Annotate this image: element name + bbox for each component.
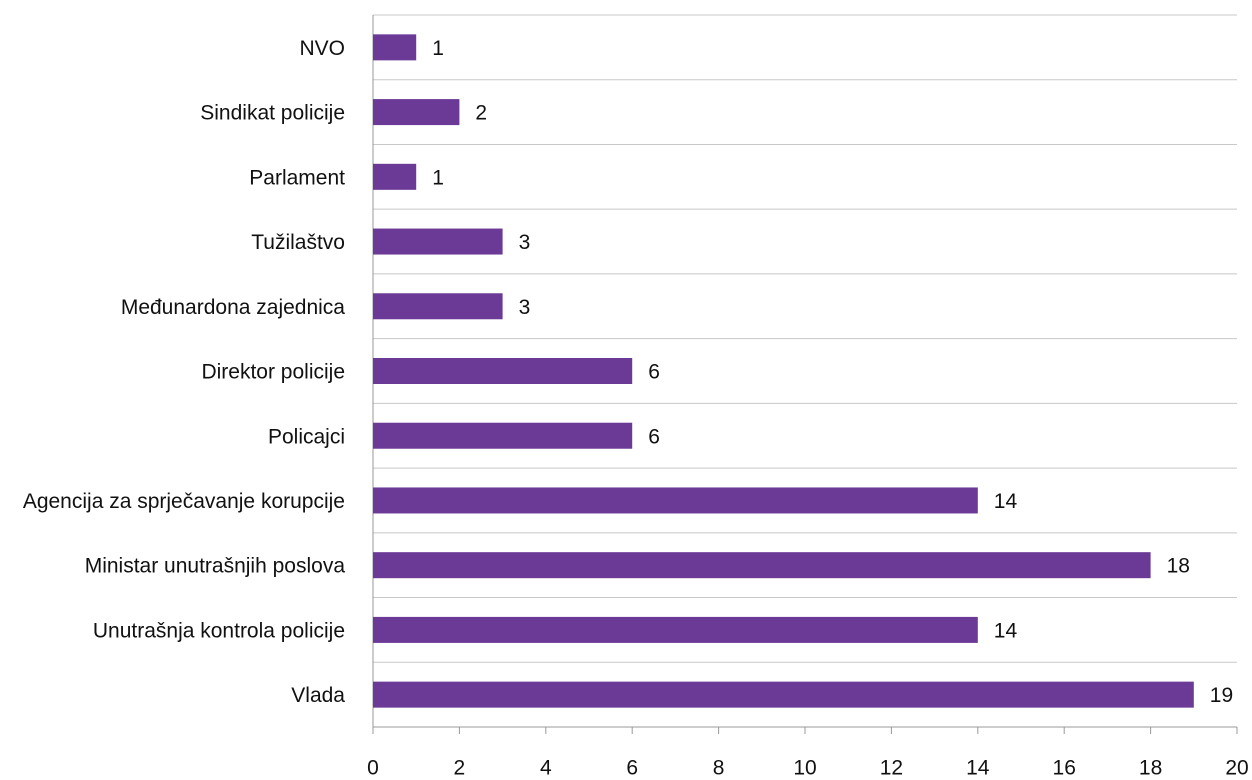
x-tick-label: 2 — [454, 757, 466, 780]
x-tick-label: 20 — [1225, 757, 1248, 780]
data-label: 18 — [1167, 555, 1190, 578]
data-label: 3 — [519, 231, 531, 254]
data-label: 3 — [519, 296, 531, 319]
bar — [373, 487, 978, 514]
x-tick-label: 14 — [966, 757, 990, 780]
y-tick-label: NVO — [299, 37, 345, 60]
data-label: 2 — [475, 102, 487, 125]
y-tick-label: Unutrašnja kontrola policije — [93, 619, 345, 642]
bar — [373, 163, 417, 190]
x-tick-label: 0 — [367, 757, 379, 780]
x-tick-label: 8 — [713, 757, 725, 780]
bar — [373, 552, 1151, 579]
y-tick-label: Međunardona zajednica — [121, 296, 345, 319]
bar — [373, 616, 978, 643]
y-tick-label: Sindikat policije — [200, 102, 345, 125]
y-tick-label: Parlament — [249, 166, 345, 189]
y-tick-label: Direktor policije — [201, 361, 345, 384]
data-label: 14 — [994, 619, 1018, 642]
x-tick-label: 18 — [1139, 757, 1162, 780]
x-tick-label: 10 — [793, 757, 816, 780]
bar — [373, 293, 503, 320]
x-tick-label: 12 — [880, 757, 903, 780]
x-tick-label: 6 — [626, 757, 638, 780]
data-label: 6 — [648, 361, 660, 384]
bar — [373, 34, 417, 61]
data-label: 1 — [432, 37, 444, 60]
y-tick-label: Agencija za sprječavanje korupcije — [23, 490, 345, 513]
bar — [373, 228, 503, 255]
bar — [373, 99, 460, 126]
y-tick-label: Policajci — [268, 425, 345, 448]
y-tick-label: Vlada — [291, 684, 345, 707]
y-tick-label: Tužilaštvo — [251, 231, 345, 254]
x-tick-label: 16 — [1053, 757, 1076, 780]
data-label: 1 — [432, 166, 444, 189]
data-label: 6 — [648, 425, 660, 448]
bar — [373, 358, 633, 384]
x-tick-label: 4 — [540, 757, 552, 780]
y-tick-label: Ministar unutrašnjih poslova — [85, 555, 346, 578]
data-label: 14 — [994, 490, 1018, 513]
bar — [373, 422, 633, 449]
data-label: 19 — [1210, 684, 1233, 707]
bar — [373, 681, 1194, 708]
